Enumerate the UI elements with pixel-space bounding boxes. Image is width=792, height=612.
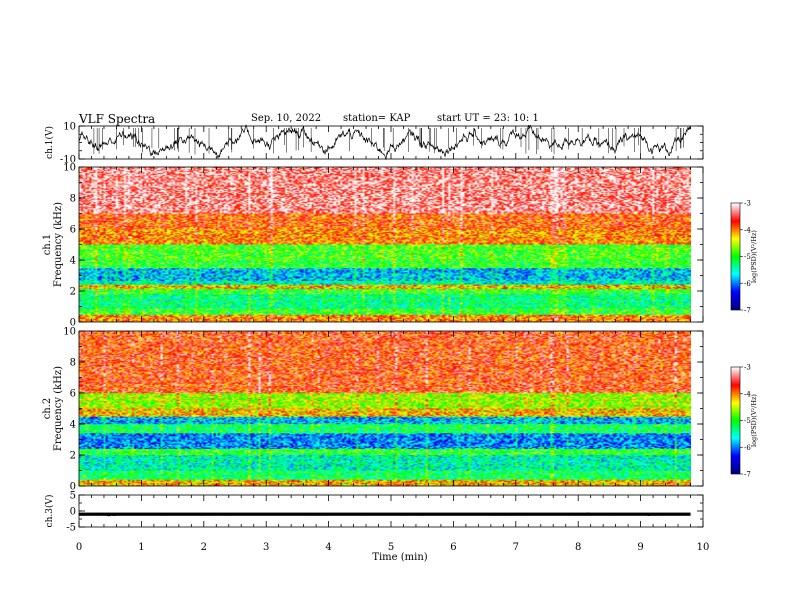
xtick-label: 8: [575, 542, 581, 553]
xtick-label: 4: [325, 542, 331, 553]
ch1-waveform-trace: [78, 124, 691, 161]
ch1-spectrogram-ytick-label: 2: [70, 287, 76, 298]
xtick-label: 1: [138, 542, 144, 553]
colorbar-tick-label: -7: [744, 471, 751, 479]
colorbar-tick-label: -7: [744, 307, 751, 315]
xtick-label: 9: [637, 542, 643, 553]
chart-title: VLF Spectra: [79, 112, 156, 126]
ch1-spectrogram-colorbar: [731, 203, 740, 310]
ch1-spectrogram-ytick-label: 10: [63, 163, 76, 174]
ch1-spectrogram-image: [79, 167, 691, 322]
ch2-spectrogram-ytick-label: 10: [63, 327, 76, 338]
ch2-spectrogram-ytick-label: 4: [70, 420, 76, 431]
ch1-spectrogram-ytick-label: 0: [70, 318, 76, 329]
colorbar-label: log(PSD)(V²/Hz): [750, 230, 758, 283]
xtick-label: 3: [263, 542, 269, 553]
ch3-waveform-band: [79, 512, 691, 516]
ch2-spectrogram-ylabel: ch.2Frequency (kHz): [42, 366, 64, 451]
ch1-spectrogram-ytick-label: 6: [70, 225, 76, 236]
ch3-waveform-ylabel: ch.3(V): [44, 495, 55, 528]
start-time-label: start UT = 23: 10: 1: [437, 113, 539, 124]
xtick-label: 10: [697, 542, 710, 553]
ch1-waveform-ylabel: ch.1(V): [44, 126, 55, 159]
date-label: Sep. 10, 2022: [251, 113, 322, 124]
ch2-spectrogram-image: [79, 331, 691, 486]
xtick-label: 2: [201, 542, 207, 553]
colorbar-tick-label: -4: [744, 390, 751, 398]
ch2-spectrogram-ytick-label: 8: [70, 358, 76, 369]
colorbar-tick-label: -5: [744, 417, 751, 425]
ch1-spectrogram-ytick-label: 8: [70, 194, 76, 205]
colorbar-tick-label: -6: [744, 444, 751, 452]
xtick-label: 6: [450, 542, 456, 553]
ch1-spectrogram-ytick-label: 4: [70, 256, 76, 267]
ch2-spectrogram-ytick-label: 6: [70, 389, 76, 400]
colorbar-tick-label: -6: [744, 280, 751, 288]
ch3-waveform-ytick-label: 5: [70, 491, 76, 502]
colorbar-tick-label: -3: [744, 200, 751, 208]
station-label: station= KAP: [343, 113, 411, 124]
ch3-waveform-ytick-label: 0: [70, 507, 76, 518]
colorbar-tick-label: -3: [744, 364, 751, 372]
colorbar-tick-label: -4: [744, 226, 751, 234]
x-axis-label: Time (min): [372, 552, 427, 563]
ch2-spectrogram-ytick-label: 0: [70, 482, 76, 493]
ch1-waveform-ytick-label: 10: [63, 122, 76, 133]
ch2-spectrogram-colorbar: [731, 367, 740, 474]
xtick-label: 0: [76, 542, 82, 553]
colorbar-label: log(PSD)(V²/Hz): [750, 394, 758, 447]
xtick-label: 5: [388, 542, 394, 553]
xtick-label: 7: [513, 542, 519, 553]
ch1-spectrogram-ylabel: ch.1Frequency (kHz): [42, 202, 64, 287]
ch3-waveform-ytick-label: -5: [66, 523, 76, 534]
colorbar-tick-label: -5: [744, 253, 751, 261]
ch1-waveform-ytick-label: -10: [60, 155, 76, 166]
ch2-spectrogram-ytick-label: 2: [70, 451, 76, 462]
